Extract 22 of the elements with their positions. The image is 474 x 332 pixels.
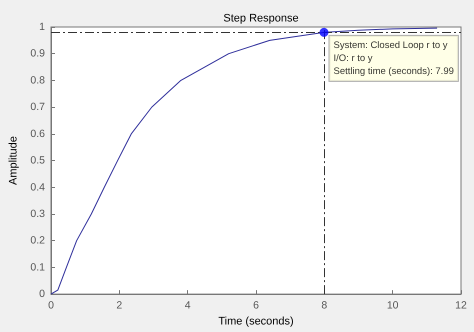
y-tick-label: 0.6 — [30, 128, 46, 140]
y-axis-title: Amplitude — [8, 136, 20, 186]
y-tick-label: 0 — [39, 288, 46, 300]
x-tick-label: 2 — [116, 300, 122, 312]
y-tick-label: 0.8 — [30, 74, 46, 86]
annotation: System: Closed Loop r to y I/O: r to y Settling time (seconds): 7.99 — [333, 40, 454, 77]
x-tick-label: 6 — [253, 300, 260, 312]
y-tick-label: 0.4 — [30, 181, 46, 194]
y-tick-label: 0.5 — [30, 154, 46, 167]
x-tick-label: 8 — [321, 300, 328, 312]
x-tick-label: 4 — [184, 300, 191, 312]
y-tick-label: 0.2 — [30, 234, 46, 247]
chart-title: Step Response — [223, 12, 299, 24]
y-tick-label: 1 — [39, 21, 46, 33]
y-tick-label: 0.3 — [30, 208, 46, 220]
x-tick-label: 0 — [48, 300, 54, 312]
y-tick-label: 0.1 — [30, 261, 46, 274]
y-tick-label: 0.9 — [30, 48, 46, 60]
x-tick-label: 10 — [386, 300, 399, 312]
y-tick-label: 0.7 — [30, 101, 46, 114]
x-axis-title: Time (seconds) — [218, 316, 294, 328]
x-tick-label: 12 — [455, 300, 467, 312]
